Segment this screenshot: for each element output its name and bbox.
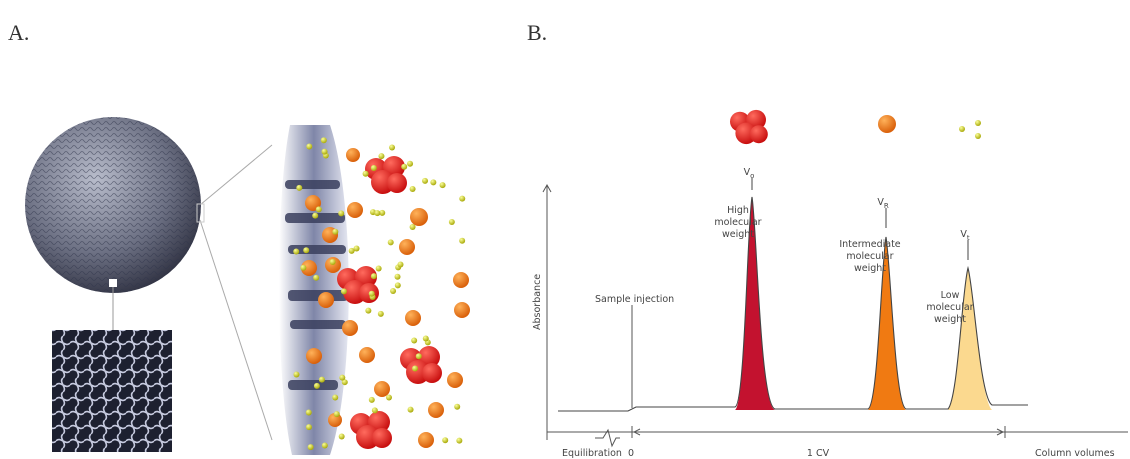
peak-label: molecular [846, 251, 893, 262]
peak-symbol-subscript: R [884, 202, 889, 210]
panel-label: B. [527, 20, 547, 45]
annotation: Sample injection [595, 294, 674, 305]
peak-label: weight [854, 263, 886, 274]
peak-label: Low [941, 290, 960, 301]
peak-symbol-subscript: t [967, 234, 970, 242]
peak-label: molecular [714, 217, 761, 228]
chromatogram: Absorbance Sample injection Equilibratio… [532, 109, 1128, 459]
peak-symbol: Vt [960, 229, 970, 242]
peak-symbol: VR [877, 197, 889, 210]
peak-symbol-letter: V [744, 167, 751, 178]
peak-label: High [727, 205, 749, 216]
peak-label: Intermediate [839, 239, 900, 250]
bead-illustration [25, 117, 470, 455]
peak-symbol-letter: V [877, 197, 884, 208]
peak-label: weight [934, 314, 966, 325]
x-axis-label: Column volumes [1035, 448, 1115, 459]
peak-label: molecular [926, 302, 973, 313]
peak-symbol: Vo [744, 167, 755, 180]
peak-symbol-subscript: o [750, 172, 754, 180]
x-axis-label: 1 CV [807, 448, 830, 459]
x-axis-label: 0 [628, 448, 634, 459]
x-axis-label: Equilibration [562, 448, 622, 459]
panel-label: A. [8, 20, 29, 45]
peak-label: weight [722, 229, 754, 240]
y-axis-label: Absorbance [532, 274, 543, 330]
peak-symbol-letter: V [960, 229, 967, 240]
